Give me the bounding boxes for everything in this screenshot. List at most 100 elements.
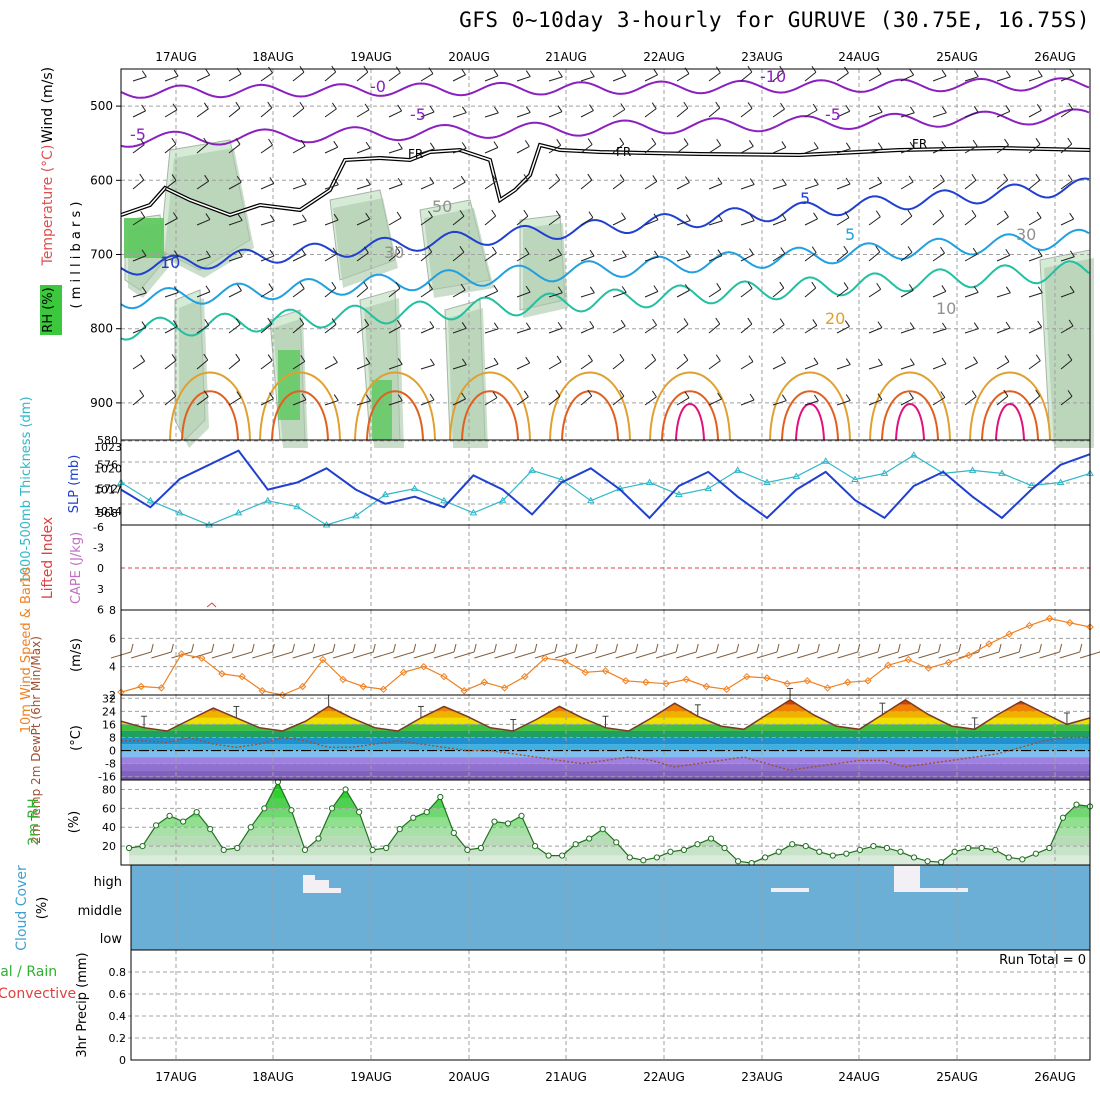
date-label-top: 23AUG	[741, 50, 783, 64]
cloud-gap	[303, 875, 315, 893]
wind-barb-flag	[203, 137, 209, 145]
rh2m-tick: 40	[102, 821, 116, 834]
wind-barb-flag	[619, 137, 625, 145]
wind-barb	[1028, 326, 1042, 334]
thickness-point	[175, 508, 184, 516]
wind-barb-flag	[749, 248, 754, 255]
wind-barb	[196, 396, 209, 406]
rh2m-point	[423, 809, 430, 816]
temp2m-tick: -16	[98, 771, 116, 784]
wind10-barb	[877, 651, 899, 659]
temp-band	[121, 750, 1090, 758]
wind-barb	[356, 184, 371, 190]
isotherm-20	[649, 371, 731, 441]
wind-barb	[164, 109, 178, 118]
wind-barb-flag	[685, 250, 691, 257]
wind-barb	[324, 287, 337, 298]
wind-barb	[548, 76, 563, 82]
wind10-point	[642, 678, 650, 686]
wind-barb	[292, 183, 307, 190]
rh2m-point	[559, 852, 566, 859]
wind10-barb	[332, 651, 354, 659]
wind10-barb-flag	[352, 643, 356, 653]
date-label-top: 20AUG	[448, 50, 490, 64]
wind-barb	[452, 398, 466, 406]
wind-barb-flag	[845, 358, 851, 365]
wind-barb-flag	[587, 389, 593, 397]
wind-barb-flag	[139, 173, 145, 181]
rh-high	[372, 380, 392, 440]
thickness-point	[821, 457, 830, 464]
thickness-line	[120, 454, 1091, 526]
wind-barb	[740, 323, 753, 334]
wind-barb-flag	[363, 281, 369, 289]
wind-barb-flag	[621, 250, 627, 257]
wind-barb-flag	[909, 68, 915, 76]
wind-barb	[996, 327, 1011, 334]
wind10-barb-flag	[493, 643, 497, 653]
wind-barb-flag	[1067, 390, 1073, 397]
wind-barb-flag	[621, 212, 626, 220]
wind-barb	[676, 220, 691, 226]
wind-barb-flag	[173, 69, 179, 77]
ylabel-wind: Wind (m/s)	[40, 67, 56, 143]
wind10-barb-flag	[534, 643, 538, 653]
wind-barb	[132, 360, 145, 370]
temp2m-tick: 8	[109, 732, 116, 745]
wind10-barb-flag	[292, 643, 295, 653]
ylabel-wind10-unit: (m/s)	[69, 638, 84, 672]
contour-label: 5	[845, 225, 855, 244]
wind-barb-flag	[364, 318, 370, 326]
temp-band	[121, 770, 1090, 777]
contour-label: -0	[370, 77, 386, 96]
wind-barb	[644, 396, 657, 406]
isotherm-25	[461, 390, 519, 441]
date-label-top: 26AUG	[1034, 50, 1076, 64]
wind-barb	[996, 254, 1010, 262]
ylabel-rh2m: 2m RH	[26, 798, 42, 845]
wind-barb-flag	[971, 173, 977, 181]
wind-barb	[356, 147, 371, 154]
cape-tick: 6	[97, 603, 104, 616]
wind-barb-flag	[1035, 354, 1041, 362]
wind-barb-flag	[205, 250, 211, 258]
date-label-bottom: 17AUG	[155, 1070, 197, 1084]
wind-barb-flag	[877, 321, 883, 328]
wind-barb	[420, 111, 435, 118]
rh-shade-inner	[333, 198, 398, 288]
date-label-bottom: 19AUG	[350, 1070, 392, 1084]
wind-barb-flag	[333, 394, 339, 401]
wind-barb-flag	[939, 209, 945, 217]
wind-barb-flag	[235, 318, 241, 325]
thickness-point	[998, 469, 1006, 476]
wind10-point	[985, 640, 993, 648]
wind10-point	[238, 672, 246, 681]
thickness-point	[146, 496, 155, 504]
thickness-point	[440, 496, 448, 504]
wind-barb	[964, 145, 978, 154]
rh-shade-inner	[1044, 258, 1094, 448]
thickness-point	[792, 472, 801, 479]
wind10-barb-flag	[938, 643, 941, 653]
rh2m-point	[1046, 844, 1053, 852]
wind-barb-flag	[589, 286, 595, 294]
wind-barb	[484, 252, 497, 262]
wind10-barb	[514, 651, 535, 659]
wind-barb	[228, 290, 242, 298]
wind-barb-flag	[683, 353, 689, 361]
date-label-bottom: 25AUG	[936, 1070, 978, 1084]
wind-barb	[996, 216, 1009, 226]
thickness-point	[675, 490, 683, 498]
wind-barb-flag	[589, 70, 595, 77]
slp-tick: 1017	[94, 484, 122, 497]
wind-barb-flag	[941, 69, 947, 77]
wind10-point	[621, 677, 630, 685]
wind-barb	[644, 143, 657, 154]
wind-barb	[292, 71, 305, 82]
thickness-point	[968, 466, 977, 473]
wind10-barb-flag	[150, 643, 154, 653]
wind-barb-flag	[365, 212, 371, 220]
isotherm-5	[120, 177, 1090, 276]
wind10-barb	[272, 651, 293, 659]
wind-barb	[900, 364, 915, 370]
